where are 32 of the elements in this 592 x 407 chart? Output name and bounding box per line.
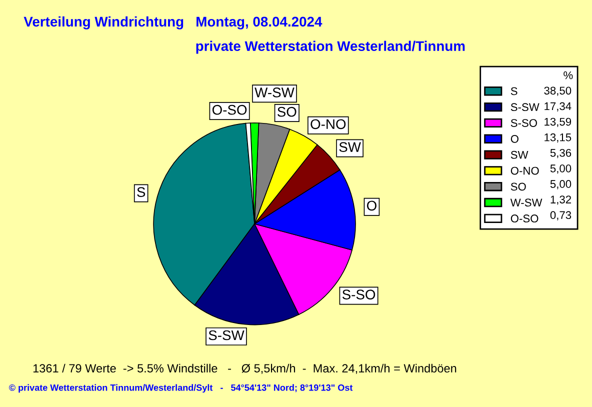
data-label: 0,73	[550, 211, 572, 220]
legend-label: O-SO	[510, 214, 538, 222]
slice-label: O-SO	[212, 104, 247, 115]
legend-label: O	[510, 134, 518, 143]
slice-label: W-SW	[254, 88, 294, 98]
data-label: 5,00	[550, 180, 572, 190]
slice-label: O	[366, 200, 376, 211]
legend-label: S-SO	[510, 119, 537, 127]
legend-label: W-SW	[510, 198, 542, 207]
data-label: 13,59	[544, 118, 572, 128]
slice-label: SO	[278, 106, 296, 117]
data-label: 5,36	[550, 148, 572, 158]
data-label: 17,34	[544, 102, 572, 112]
slice-label: O-NO	[310, 119, 346, 130]
chart-title: Verteilung Windrichtung Montag, 08.04.2024	[24, 16, 322, 30]
legend-label: O-NO	[510, 166, 539, 175]
text: © private Wetterstation Tinnum/Westerland/Sylt - 54°54'13" Nord; 8°19'13" Ost	[9, 384, 353, 393]
legend-label: S	[510, 87, 518, 96]
slice-label: S-SW	[208, 330, 244, 340]
legend-label: SO	[510, 182, 526, 191]
legend-label: S-SW	[510, 103, 540, 112]
data-label: 1,32	[550, 196, 572, 205]
text: 1361 / 79 Werte -> 5.5% Windstille - Ø 5,5km/h - Max. 24,1km/h = Windböen	[33, 364, 456, 374]
data-label: 13,15	[544, 133, 572, 143]
slice-label: SW	[339, 142, 361, 152]
slice-label: S	[137, 187, 146, 197]
chart-subtitle: private Wetterstation Westerland/Tinnum	[196, 40, 465, 54]
data-label: 38,50	[544, 86, 572, 96]
data-label: 5,00	[550, 164, 572, 174]
legend-label: SW	[510, 150, 528, 159]
legend-title: %	[564, 71, 573, 80]
slice-label: S-SO	[342, 290, 376, 300]
